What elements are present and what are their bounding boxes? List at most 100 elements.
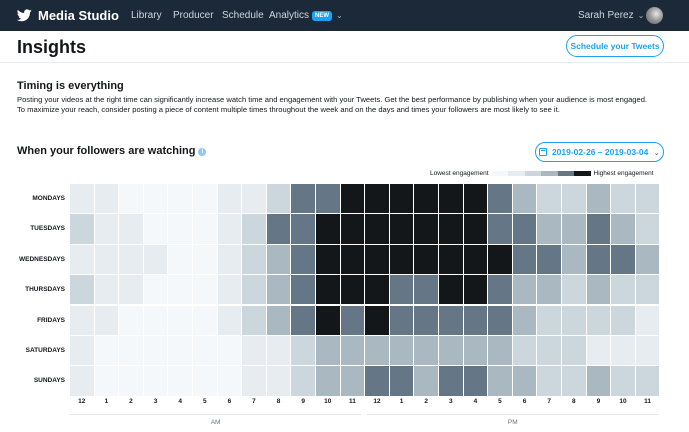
heatmap-cell[interactable]: [291, 336, 315, 366]
heatmap-cell[interactable]: [316, 305, 340, 335]
heatmap-cell[interactable]: [562, 366, 586, 396]
heatmap-cell[interactable]: [143, 336, 168, 366]
brand-logo[interactable]: Media Studio: [17, 0, 119, 31]
heatmap-cell[interactable]: [635, 184, 660, 214]
heatmap-cell[interactable]: [463, 336, 488, 366]
heatmap-cell[interactable]: [119, 184, 143, 214]
heatmap-cell[interactable]: [340, 366, 365, 396]
heatmap-cell[interactable]: [119, 305, 143, 335]
heatmap-cell[interactable]: [439, 244, 463, 275]
heatmap-cell[interactable]: [635, 336, 660, 366]
heatmap-cell[interactable]: [586, 214, 611, 244]
heatmap-cell[interactable]: [266, 244, 291, 275]
heatmap-cell[interactable]: [242, 275, 266, 305]
heatmap-cell[interactable]: [635, 214, 660, 244]
nav-library[interactable]: Library: [131, 10, 162, 21]
heatmap-cell[interactable]: [512, 305, 537, 335]
heatmap-cell[interactable]: [463, 305, 488, 335]
heatmap-cell[interactable]: [94, 214, 119, 244]
heatmap-cell[interactable]: [463, 366, 488, 396]
heatmap-cell[interactable]: [217, 275, 242, 305]
heatmap-cell[interactable]: [193, 214, 217, 244]
heatmap-cell[interactable]: [439, 275, 463, 305]
heatmap-cell[interactable]: [389, 336, 414, 366]
heatmap-cell[interactable]: [389, 244, 414, 275]
heatmap-cell[interactable]: [143, 275, 168, 305]
heatmap-cell[interactable]: [217, 184, 242, 214]
heatmap-cell[interactable]: [168, 275, 192, 305]
heatmap-cell[interactable]: [488, 275, 512, 305]
heatmap-cell[interactable]: [488, 336, 512, 366]
heatmap-cell[interactable]: [94, 184, 119, 214]
heatmap-cell[interactable]: [586, 244, 611, 275]
heatmap-cell[interactable]: [340, 275, 365, 305]
heatmap-cell[interactable]: [119, 366, 143, 396]
heatmap-cell[interactable]: [168, 336, 192, 366]
heatmap-cell[interactable]: [70, 275, 94, 305]
heatmap-cell[interactable]: [266, 275, 291, 305]
nav-producer[interactable]: Producer: [173, 10, 214, 21]
heatmap-cell[interactable]: [291, 275, 315, 305]
heatmap-cell[interactable]: [266, 305, 291, 335]
nav-analytics[interactable]: Analytics NEW ⌄: [269, 0, 343, 31]
heatmap-cell[interactable]: [414, 366, 438, 396]
heatmap-cell[interactable]: [365, 275, 389, 305]
heatmap-cell[interactable]: [193, 184, 217, 214]
heatmap-cell[interactable]: [340, 184, 365, 214]
heatmap-cell[interactable]: [488, 305, 512, 335]
heatmap-cell[interactable]: [242, 366, 266, 396]
heatmap-cell[interactable]: [439, 305, 463, 335]
heatmap-cell[interactable]: [586, 305, 611, 335]
heatmap-cell[interactable]: [291, 366, 315, 396]
heatmap-cell[interactable]: [537, 244, 561, 275]
heatmap-cell[interactable]: [340, 244, 365, 275]
heatmap-cell[interactable]: [242, 214, 266, 244]
heatmap-cell[interactable]: [365, 336, 389, 366]
heatmap-cell[interactable]: [266, 184, 291, 214]
heatmap-cell[interactable]: [611, 305, 635, 335]
heatmap-cell[interactable]: [414, 275, 438, 305]
heatmap-cell[interactable]: [365, 214, 389, 244]
heatmap-cell[interactable]: [512, 214, 537, 244]
heatmap-cell[interactable]: [266, 336, 291, 366]
heatmap-cell[interactable]: [562, 305, 586, 335]
heatmap-cell[interactable]: [168, 184, 192, 214]
heatmap-cell[interactable]: [217, 305, 242, 335]
heatmap-cell[interactable]: [316, 336, 340, 366]
heatmap-cell[interactable]: [143, 214, 168, 244]
heatmap-cell[interactable]: [463, 244, 488, 275]
avatar[interactable]: [646, 7, 663, 24]
heatmap-cell[interactable]: [439, 336, 463, 366]
heatmap-cell[interactable]: [463, 275, 488, 305]
heatmap-cell[interactable]: [70, 214, 94, 244]
heatmap-cell[interactable]: [488, 184, 512, 214]
heatmap-cell[interactable]: [562, 214, 586, 244]
heatmap-cell[interactable]: [70, 244, 94, 275]
heatmap-cell[interactable]: [119, 214, 143, 244]
heatmap-cell[interactable]: [316, 244, 340, 275]
heatmap-cell[interactable]: [340, 305, 365, 335]
heatmap-cell[interactable]: [70, 305, 94, 335]
heatmap-cell[interactable]: [611, 184, 635, 214]
heatmap-cell[interactable]: [143, 244, 168, 275]
heatmap-cell[interactable]: [537, 336, 561, 366]
heatmap-cell[interactable]: [389, 184, 414, 214]
heatmap-cell[interactable]: [414, 214, 438, 244]
heatmap-cell[interactable]: [119, 244, 143, 275]
heatmap-cell[interactable]: [143, 184, 168, 214]
heatmap-cell[interactable]: [365, 184, 389, 214]
heatmap-cell[interactable]: [562, 184, 586, 214]
heatmap-cell[interactable]: [94, 366, 119, 396]
heatmap-cell[interactable]: [242, 305, 266, 335]
heatmap-cell[interactable]: [168, 366, 192, 396]
heatmap-cell[interactable]: [635, 305, 660, 335]
heatmap-cell[interactable]: [414, 305, 438, 335]
heatmap-cell[interactable]: [242, 244, 266, 275]
heatmap-cell[interactable]: [389, 366, 414, 396]
heatmap-cell[interactable]: [94, 244, 119, 275]
heatmap-cell[interactable]: [635, 244, 660, 275]
heatmap-cell[interactable]: [537, 366, 561, 396]
heatmap-cell[interactable]: [488, 244, 512, 275]
heatmap-cell[interactable]: [94, 336, 119, 366]
heatmap-cell[interactable]: [488, 366, 512, 396]
